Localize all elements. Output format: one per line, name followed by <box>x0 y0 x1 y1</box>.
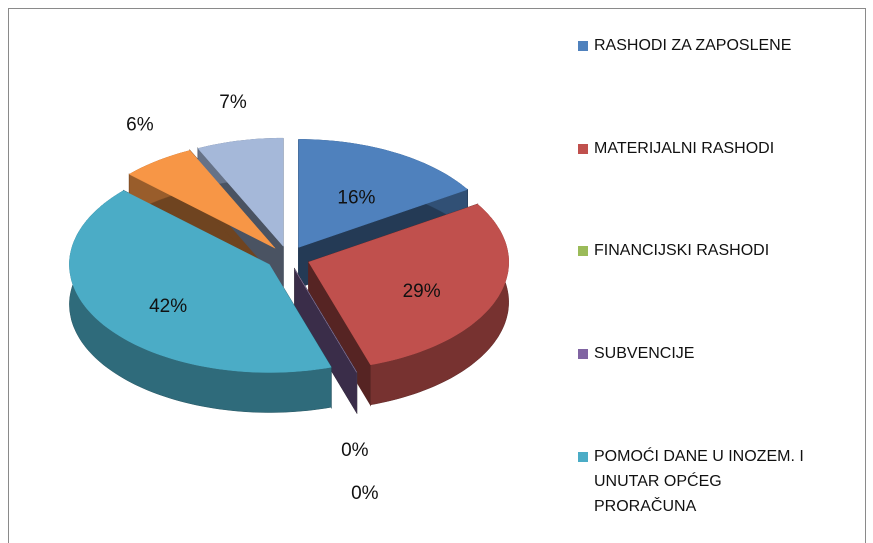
legend-entry: POMOĆI DANE U INOZEM. I UNUTAR OPĆEG PRO… <box>578 444 828 519</box>
legend-swatch <box>578 452 588 462</box>
data-label: 16% <box>337 188 375 209</box>
data-label: 6% <box>126 115 154 136</box>
legend-entry: MATERIJALNI RASHODI <box>578 136 828 161</box>
legend-label: SUBVENCIJE <box>594 345 695 362</box>
slice <box>197 137 284 247</box>
legend-label: FINANCIJSKI RASHODI <box>594 242 770 259</box>
legend-swatch <box>578 41 588 51</box>
data-label: 7% <box>219 92 247 113</box>
legend-swatch <box>578 144 588 154</box>
legend-label: POMOĆI DANE U INOZEM. I UNUTAR OPĆEG PRO… <box>594 448 804 515</box>
data-label: 29% <box>403 281 441 302</box>
slice <box>69 190 332 373</box>
slice <box>128 150 276 249</box>
data-label: 0% <box>341 440 369 461</box>
legend-swatch <box>578 349 588 359</box>
legend-label: RASHODI ZA ZAPOSLENE <box>594 37 792 54</box>
legend-entry: FINANCIJSKI RASHODI <box>578 238 828 263</box>
legend-entry: RASHODI ZA ZAPOSLENE <box>578 33 828 58</box>
slice <box>298 139 469 248</box>
legend-label: MATERIJALNI RASHODI <box>594 140 775 157</box>
chart-frame <box>8 8 866 543</box>
data-label: 0% <box>351 483 379 504</box>
data-label: 42% <box>149 296 187 317</box>
legend-entry: SUBVENCIJE <box>578 341 828 366</box>
slice <box>294 269 357 373</box>
slice <box>308 203 509 366</box>
legend-swatch <box>578 246 588 256</box>
